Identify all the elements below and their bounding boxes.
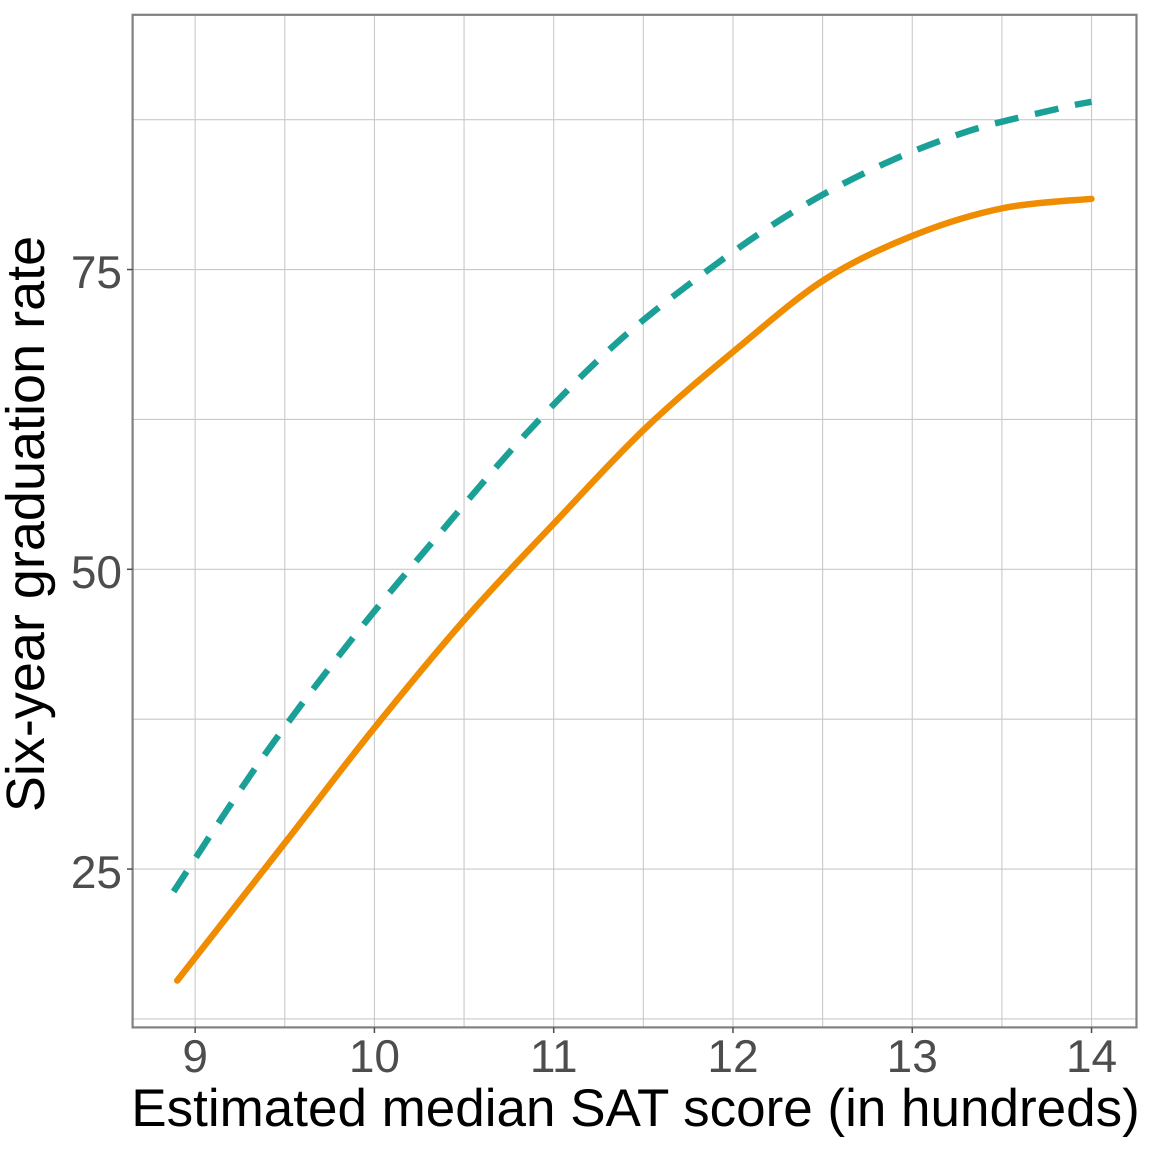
svg-text:Six-year graduation rate: Six-year graduation rate	[0, 236, 56, 812]
svg-text:10: 10	[349, 1030, 400, 1082]
svg-text:14: 14	[1066, 1030, 1117, 1082]
svg-text:25: 25	[71, 846, 122, 898]
svg-text:13: 13	[887, 1030, 938, 1082]
svg-text:50: 50	[71, 546, 122, 598]
svg-text:11: 11	[530, 1030, 578, 1082]
svg-text:75: 75	[71, 246, 122, 298]
svg-text:Estimated median SAT score (in: Estimated median SAT score (in hundreds)	[131, 1079, 1139, 1138]
svg-text:12: 12	[707, 1030, 758, 1082]
svg-text:9: 9	[182, 1030, 208, 1082]
